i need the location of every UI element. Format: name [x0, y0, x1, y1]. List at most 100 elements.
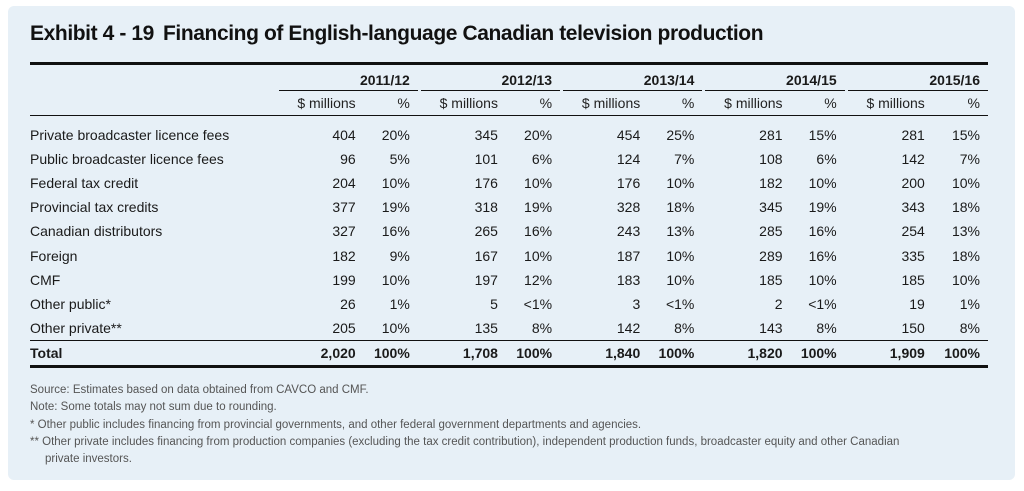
value-percent: <1% [523, 295, 553, 312]
value-percent: 100% [790, 339, 845, 368]
year-header: 2013/14 [563, 65, 703, 91]
value-millions: 19 [909, 295, 925, 312]
total-row: Total 2,020 100% 1,708 100% 1,840 100% 1,820 100… [30, 339, 988, 368]
value-percent: 15% [951, 127, 980, 144]
value-percent: 10% [524, 175, 553, 192]
table-row: Foreign 182 9% 167 10% 187 10% 289 16% 335 18% [30, 243, 988, 267]
column-gap [560, 339, 564, 368]
table-row: Federal tax credit 204 10% 176 10% 176 10% 182 1… [30, 171, 988, 195]
value-percent: 6% [531, 151, 553, 168]
value-millions: 135 [474, 319, 498, 336]
value-millions: 1,840 [563, 339, 649, 368]
year-header: 2011/12 [278, 65, 418, 91]
top-rule-cell [30, 62, 988, 66]
footnote-other-private-continued: private investors. [45, 453, 132, 466]
value-percent: 7% [959, 151, 980, 168]
value-percent: 100% [505, 339, 561, 368]
value-percent: 20% [381, 127, 410, 144]
value-percent: 13% [666, 223, 695, 240]
value-percent: 10% [666, 271, 695, 288]
value-percent: 10% [951, 271, 980, 288]
table-row: Other private** 205 10% 135 8% 142 8% 143 8% 150 8… [30, 316, 988, 341]
value-millions: 176 [474, 175, 498, 192]
value-millions: 281 [901, 127, 925, 144]
value-millions: 150 [901, 319, 925, 336]
unit-percent: % [648, 90, 703, 116]
value-millions: 454 [616, 127, 641, 144]
row-label: Private broadcaster licence fees [30, 127, 230, 144]
value-millions: 197 [474, 271, 498, 288]
unit-millions: $ millions [420, 90, 506, 116]
column-gap [417, 90, 421, 116]
value-percent: 10% [666, 247, 695, 264]
value-percent: 1% [389, 295, 410, 312]
year-header: 2014/15 [705, 65, 845, 91]
column-gap [702, 90, 706, 116]
table-row: Public broadcaster licence fees 96 5% 101 6%… [30, 147, 988, 171]
value-percent: 16% [808, 223, 837, 240]
value-millions: 265 [474, 223, 498, 240]
column-gap [844, 90, 848, 116]
row-label: Provincial tax credits [30, 199, 159, 216]
unit-millions: $ millions [705, 90, 791, 116]
value-percent: 10% [808, 175, 837, 192]
year-header: 2015/16 [847, 65, 988, 91]
unit-millions: $ millions [563, 90, 649, 116]
value-percent: 10% [951, 175, 980, 192]
value-millions: 200 [901, 175, 925, 192]
value-millions: 108 [759, 151, 783, 168]
value-percent: 19% [524, 199, 553, 216]
year-header-row: 2011/12 2012/13 2013/14 2014/15 2015/16 [30, 65, 988, 91]
value-percent: 16% [524, 223, 553, 240]
value-millions: 328 [616, 199, 641, 216]
row-label: CMF [30, 271, 61, 288]
column-gap [560, 90, 564, 116]
value-percent: 16% [808, 247, 837, 264]
value-millions: 101 [474, 151, 498, 168]
row-label: Other private** [30, 319, 122, 336]
unit-percent: % [363, 90, 418, 116]
value-percent: <1% [665, 295, 695, 312]
value-millions: 345 [759, 199, 783, 216]
unit-millions: $ millions [847, 90, 933, 116]
row-label: Public broadcaster licence fees [30, 151, 224, 168]
value-millions: 3 [632, 295, 641, 312]
value-millions: 124 [616, 151, 641, 168]
value-percent: 10% [381, 319, 410, 336]
value-percent: 6% [816, 151, 837, 168]
table-notes: Source: Estimates based on data obtained… [30, 382, 970, 468]
value-millions: 205 [332, 319, 356, 336]
value-millions: 243 [616, 223, 641, 240]
value-millions: 143 [759, 319, 783, 336]
value-millions: 185 [901, 271, 925, 288]
value-millions: 281 [759, 127, 783, 144]
value-percent: 18% [666, 199, 695, 216]
value-millions: 185 [759, 271, 783, 288]
table-top-rule [30, 62, 988, 66]
column-gap [844, 339, 848, 368]
value-millions: 335 [901, 247, 925, 264]
row-label: Total [30, 339, 279, 368]
unit-label-spacer [30, 90, 279, 116]
footnote-other-public: * Other public includes financing from p… [30, 418, 642, 431]
financing-table: 2011/12 2012/13 2013/14 2014/15 2015/16 $ mil… [30, 62, 988, 368]
unit-percent: % [932, 90, 988, 116]
value-percent: 1% [959, 295, 980, 312]
source-note: Source: Estimates based on data obtained… [30, 384, 369, 396]
value-percent: 20% [524, 127, 553, 144]
table-row: Canadian distributors 327 16% 265 16% 243 13% 2… [30, 219, 988, 243]
value-percent: 8% [959, 319, 980, 336]
value-millions: 345 [474, 127, 498, 144]
value-millions: 2 [774, 295, 783, 312]
footnote-other-private: ** Other private includes financing from… [30, 435, 900, 448]
value-millions: 199 [332, 271, 356, 288]
exhibit-title: Exhibit 4 - 19 Financing of English-langu… [30, 22, 764, 46]
value-millions: 204 [332, 175, 356, 192]
unit-percent: % [790, 90, 845, 116]
value-millions: 377 [332, 199, 356, 216]
exhibit-title-text: Financing of English-language Canadian t… [162, 22, 764, 45]
value-millions: 142 [616, 319, 641, 336]
value-percent: 10% [381, 175, 410, 192]
value-millions: 167 [474, 247, 498, 264]
exhibit-number: Exhibit 4 - 19 [30, 22, 154, 45]
